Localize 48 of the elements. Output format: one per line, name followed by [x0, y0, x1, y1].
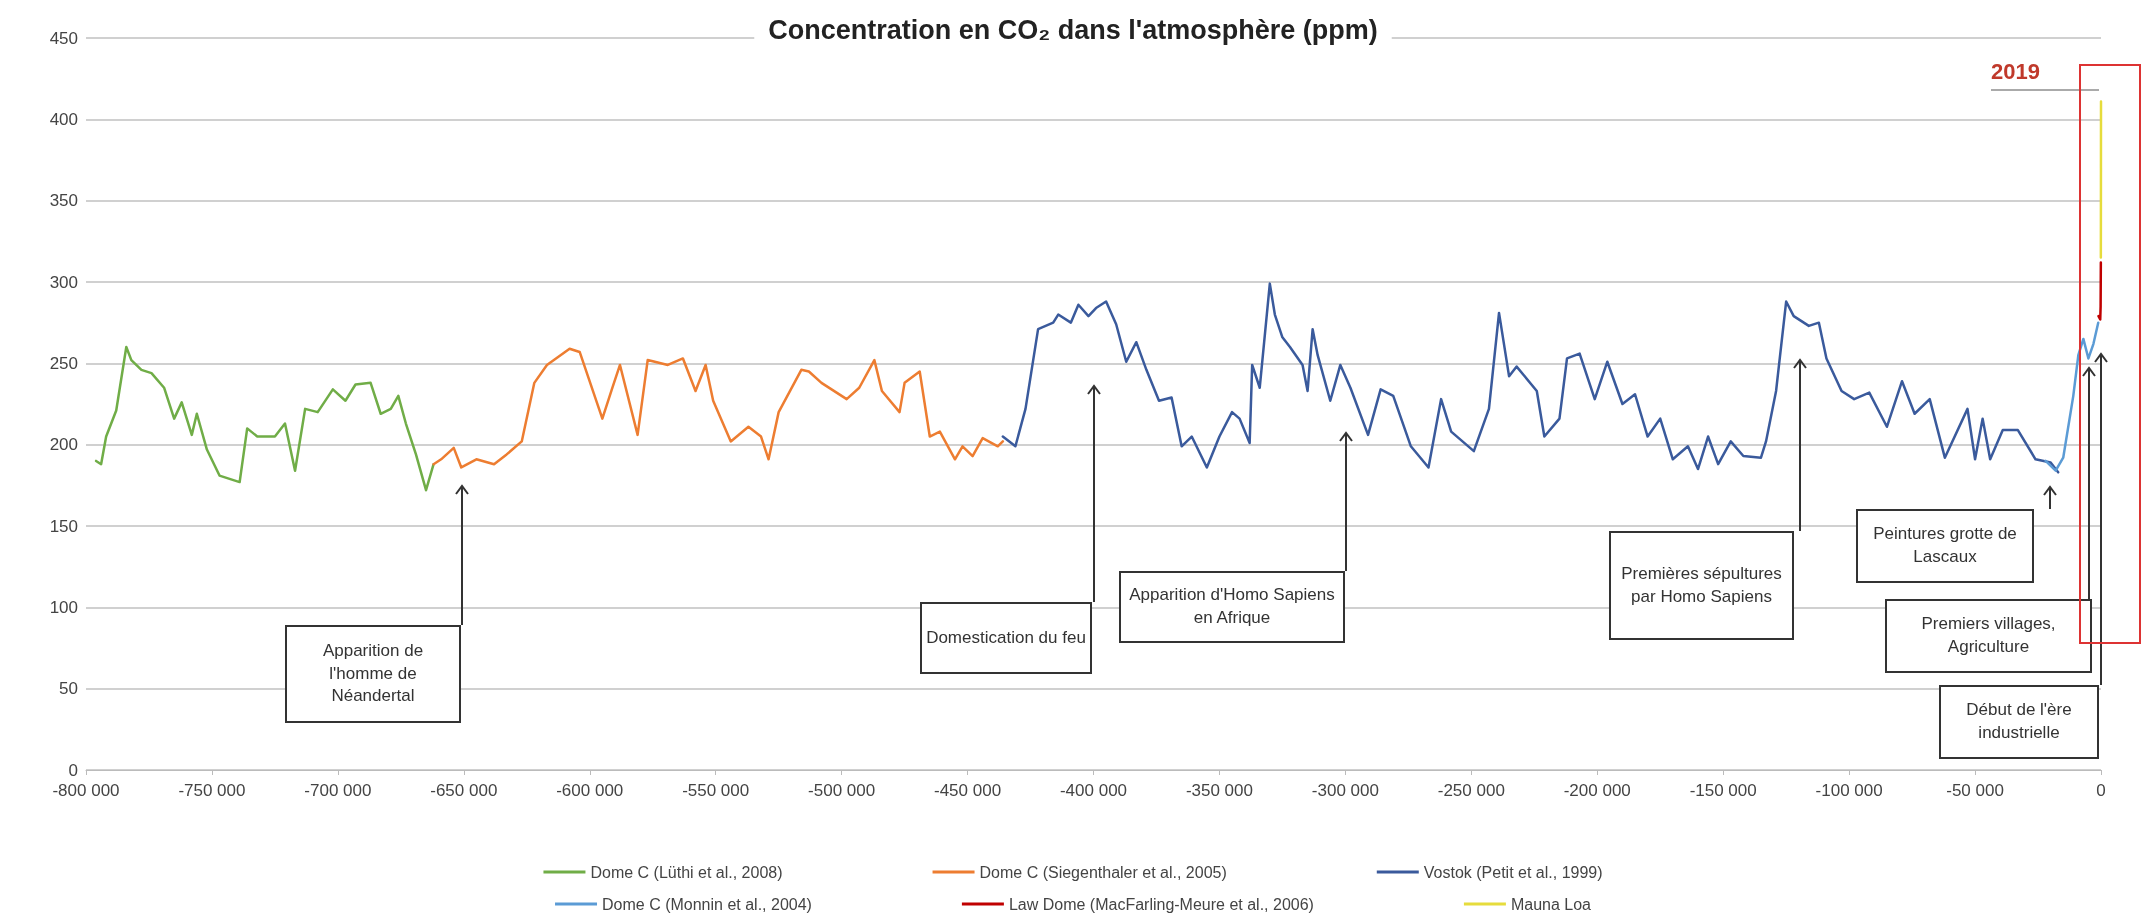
x-tick-label: -150 000 — [1689, 781, 1757, 800]
line-series — [2044, 321, 2100, 472]
x-tick-label: 0 — [2096, 781, 2106, 800]
y-tick-label: 450 — [49, 28, 78, 48]
annotation: Peintures grotte de Lascaux — [1872, 523, 2018, 568]
y-tick-label: 50 — [59, 679, 78, 699]
y-tick-label: 350 — [49, 191, 78, 211]
line-series — [2099, 100, 2103, 259]
y-tick-label: 400 — [49, 109, 78, 129]
legend-label: Dome C (Siegenthaler et al., 2005) — [979, 863, 1227, 881]
x-tick-label: -250 000 — [1437, 781, 1505, 800]
x-tick-label: -500 000 — [808, 781, 876, 800]
annotation: Premiers villages, Agriculture — [1920, 613, 2057, 658]
x-tick-label: -550 000 — [682, 781, 750, 800]
x-tick-label: -100 000 — [1815, 781, 1883, 800]
x-tick-label: -700 000 — [304, 781, 372, 800]
line-series — [1001, 282, 2060, 474]
line-series — [94, 345, 435, 492]
annotation: 2019 — [1991, 59, 2040, 86]
x-tick-label: -300 000 — [1311, 781, 1379, 800]
y-tick-label: 250 — [49, 353, 78, 373]
x-tick-label: -350 000 — [1185, 781, 1253, 800]
annotation: Apparition de l'homme de Néandertal — [321, 639, 425, 708]
annotation: Début de l'ère industrielle — [1965, 699, 2073, 744]
chart-title: Concentration en CO₂ dans l'atmosphère (ppm) — [768, 14, 1378, 45]
x-tick-label: -750 000 — [178, 781, 246, 800]
line-series — [2097, 261, 2103, 321]
x-tick-label: -50 000 — [1946, 781, 2004, 800]
line-series — [432, 347, 1005, 469]
legend-label: Mauna Loa — [1510, 895, 1592, 913]
x-tick-label: -450 000 — [934, 781, 1002, 800]
legend-label: Dome C (Monnin et al., 2004) — [602, 895, 812, 913]
x-tick-label: -200 000 — [1563, 781, 1631, 800]
y-tick-label: 0 — [68, 760, 78, 780]
y-tick-label: 150 — [49, 516, 78, 536]
x-tick-label: -400 000 — [1059, 781, 1128, 800]
annotation: Domestication du feu — [926, 626, 1086, 649]
y-tick-label: 100 — [49, 597, 78, 617]
y-tick-label: 200 — [49, 435, 78, 455]
annotation: Premières sépultures par Homo Sapiens — [1620, 562, 1783, 608]
annotation: Apparition d'Homo Sapiens en Afrique — [1128, 584, 1336, 629]
legend-label: Law Dome (MacFarling-Meure et al., 2006) — [1008, 895, 1314, 913]
legend-label: Dome C (Lüthi et al., 2008) — [590, 863, 783, 881]
y-tick-label: 300 — [49, 272, 78, 292]
legend-label: Vostok (Petit et al., 1999) — [1423, 863, 1603, 881]
x-tick-label: -600 000 — [556, 781, 624, 800]
x-tick-label: -800 000 — [52, 781, 120, 800]
x-tick-label: -650 000 — [430, 781, 498, 800]
